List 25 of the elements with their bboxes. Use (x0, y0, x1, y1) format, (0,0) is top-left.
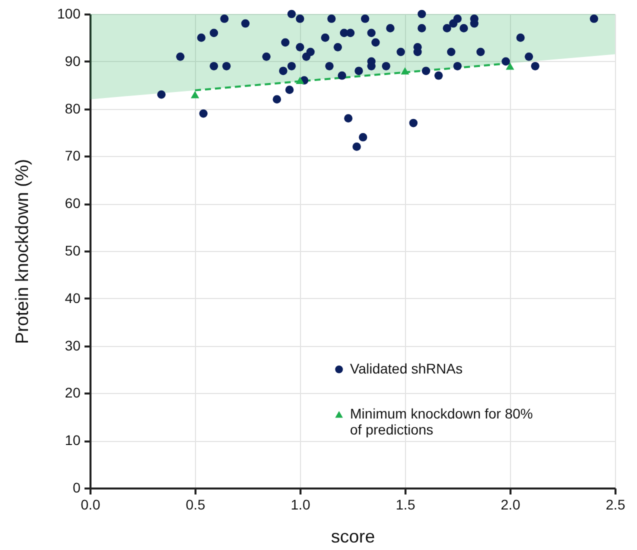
y-tick-label: 60 (64, 195, 81, 212)
y-tick-label: 10 (64, 432, 81, 448)
y-axis-title: Protein knockdown (%) (12, 158, 32, 344)
point (506, 62, 514, 70)
x-tick-label: 1.0 (290, 496, 310, 512)
point (400, 67, 410, 75)
y-tick-label: 20 (64, 384, 81, 401)
y-tick-label: 0 (72, 480, 81, 496)
x-tick-label: 0.0 (80, 496, 100, 512)
x-tick-label: 1.5 (396, 496, 416, 512)
y-tick-label: 30 (64, 337, 81, 354)
x-tick-label: 2.0 (500, 496, 520, 512)
y-tick-label: 80 (64, 100, 81, 116)
y-tick-label: 90 (64, 52, 81, 69)
legend-label: Validated shRNAs (350, 360, 463, 376)
point (296, 76, 304, 84)
y-tick-label: 100 (57, 6, 81, 22)
y-tick-label: 40 (64, 290, 81, 306)
x-tick-label: 0.5 (186, 496, 206, 512)
y-tick-label: 50 (64, 242, 81, 258)
y-tick-label: 70 (64, 148, 81, 164)
legend-label: Minimum knockdown for 80% of predictions (350, 405, 533, 438)
x-axis-title: score (330, 526, 376, 546)
point (190, 90, 200, 98)
x-tick-label: 2.5 (606, 496, 626, 512)
